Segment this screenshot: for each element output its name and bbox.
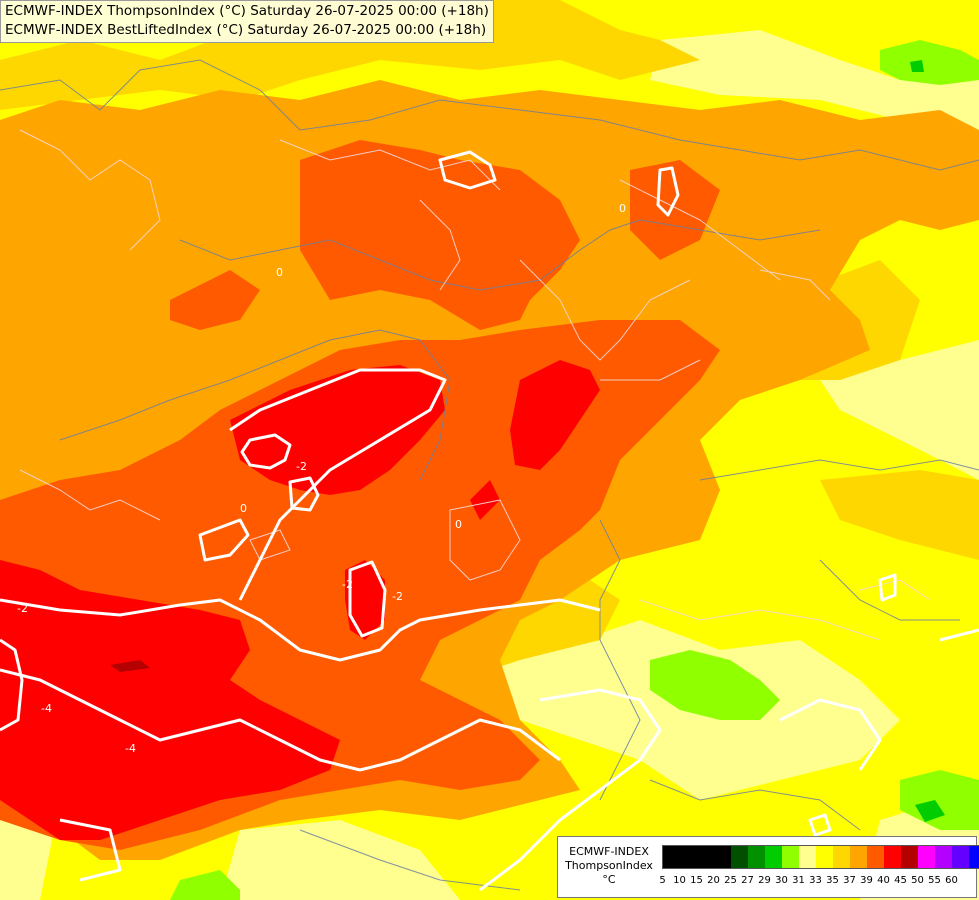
legend-swatch (680, 846, 697, 868)
legend-swatches (662, 845, 979, 869)
legend-tick-label: 5 (659, 875, 666, 886)
legend-swatch (714, 846, 731, 868)
legend-swatch (918, 846, 935, 868)
legend-tick-label: 45 (894, 875, 907, 886)
contour-label: -2 (392, 590, 403, 603)
legend-swatch (816, 846, 833, 868)
legend-swatch (748, 846, 765, 868)
legend-swatch (901, 846, 918, 868)
legend-tick-label: 25 (724, 875, 737, 886)
legend-swatch (935, 846, 952, 868)
contour-label: -4 (125, 742, 136, 755)
legend-swatch (799, 846, 816, 868)
legend-tick-label: 40 (877, 875, 890, 886)
contour-label: 0 (276, 266, 283, 279)
legend-tick-label: 39 (860, 875, 873, 886)
legend-swatch (969, 846, 979, 868)
contour-label: -2 (342, 578, 353, 591)
legend-tick-label: 30 (775, 875, 788, 886)
legend-tick-label: 20 (707, 875, 720, 886)
legend-unit: °C (602, 873, 616, 886)
contour-label: 0 (455, 518, 462, 531)
legend-tick-label: 60 (945, 875, 958, 886)
legend-tick-label: 37 (843, 875, 856, 886)
legend-tick-label: 55 (928, 875, 941, 886)
field-red (0, 360, 600, 840)
field-green (170, 40, 979, 900)
legend-swatch (952, 846, 969, 868)
legend-ticks: 5 10 15 20 25 27 29 30 31 33 35 37 39 40 45 50 55 60 (659, 875, 968, 886)
legend-swatch (850, 846, 867, 868)
legend-tick-label: 31 (792, 875, 805, 886)
legend-swatch (731, 846, 748, 868)
legend-tick-label: 33 (809, 875, 822, 886)
legend-tick-label: 50 (911, 875, 924, 886)
legend-tick-label: 29 (758, 875, 771, 886)
contour-labels: 0 0 0 -2 -2 -2 -4 -4 0 -2 (17, 202, 626, 755)
legend-swatch (884, 846, 901, 868)
contour-label: -4 (41, 702, 52, 715)
legend-model: ECMWF-INDEX (569, 845, 649, 858)
color-legend: ECMWF-INDEX ThompsonIndex °C 5 10 15 20 25 27… (557, 836, 979, 898)
map-title-box: ECMWF-INDEX ThompsonIndex (°C) Saturday … (0, 0, 494, 43)
title-best-lifted-index: ECMWF-INDEX BestLiftedIndex (°C) Saturda… (5, 22, 487, 38)
borders (0, 59, 979, 891)
contour-label: -2 (17, 602, 28, 615)
legend-swatch (697, 846, 714, 868)
legend-swatch (782, 846, 799, 868)
legend-swatch (663, 846, 680, 868)
legend-tick-label: 15 (690, 875, 703, 886)
legend-parameter: ThompsonIndex (565, 859, 653, 872)
legend-tick-label: 27 (741, 875, 754, 886)
legend-swatch (867, 846, 884, 868)
contour-label: 0 (619, 202, 626, 215)
legend-swatch (765, 846, 782, 868)
legend-tick-label: 35 (826, 875, 839, 886)
legend-tick-label: 10 (673, 875, 686, 886)
legend-swatch (833, 846, 850, 868)
thin-contours (19, 129, 931, 641)
white-contours (0, 150, 979, 892)
contour-label: 0 (240, 502, 247, 515)
title-thompson-index: ECMWF-INDEX ThompsonIndex (°C) Saturday … (5, 3, 489, 19)
contour-label: -2 (296, 460, 307, 473)
field-dark-red (110, 660, 150, 672)
legend-label: ECMWF-INDEX ThompsonIndex °C (560, 845, 658, 887)
